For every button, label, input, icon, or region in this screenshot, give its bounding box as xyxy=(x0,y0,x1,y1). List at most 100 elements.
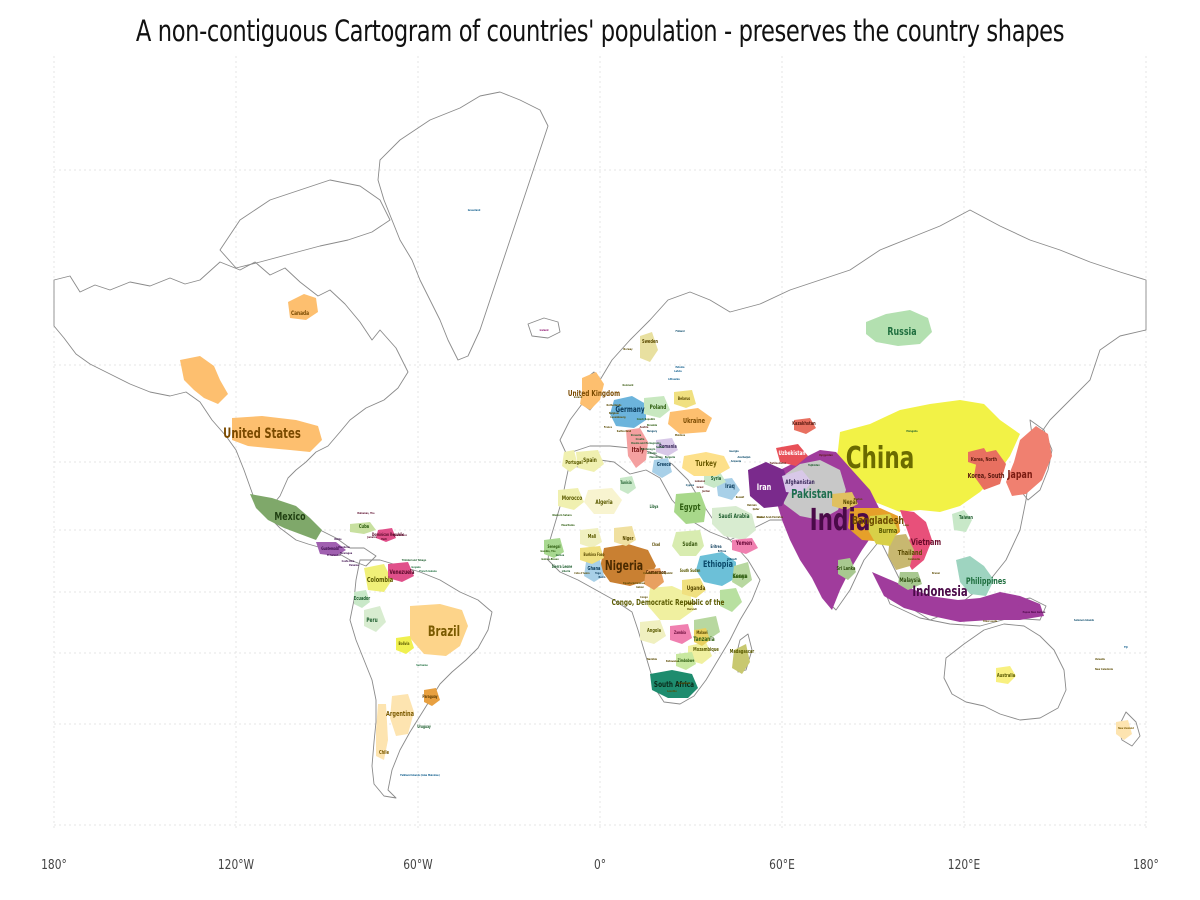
country-shape-sudan[interactable] xyxy=(672,530,704,556)
country-shape-tunisia[interactable] xyxy=(620,476,636,494)
country-label-yemen: Yemen xyxy=(735,540,752,547)
country-shape-cuba[interactable] xyxy=(350,522,376,534)
country-shape-korea-north[interactable] xyxy=(968,448,990,466)
country-shape-burma[interactable] xyxy=(868,514,898,546)
country-label-iran: Iran xyxy=(757,482,772,492)
country-shape-indonesia[interactable] xyxy=(872,572,1044,622)
country-shape-afghanistan[interactable] xyxy=(782,470,812,494)
country-shape-kazakhstan[interactable] xyxy=(794,418,816,434)
country-shape-belarus[interactable] xyxy=(674,390,696,408)
country-shape-iran[interactable] xyxy=(748,462,790,508)
country-label-panama: Panama xyxy=(349,563,359,568)
country-shape-alaska[interactable] xyxy=(180,356,228,404)
country-shape-papua-new-guinea[interactable] xyxy=(1016,602,1042,618)
country-shape-egypt[interactable] xyxy=(674,492,706,524)
country-shape-japan[interactable] xyxy=(1006,426,1052,496)
country-shape-united-kingdom[interactable] xyxy=(580,372,604,410)
country-shape-uganda[interactable] xyxy=(682,578,706,598)
country-label-brunei: Brunei xyxy=(932,571,940,576)
country-label-malaysia: Malaysia xyxy=(899,577,921,584)
country-shape-sri-lanka[interactable] xyxy=(838,558,856,580)
country-shape-sweden[interactable] xyxy=(640,332,658,362)
country-shape-dominican-republic[interactable] xyxy=(376,528,396,542)
country-shape-taiwan[interactable] xyxy=(952,510,972,532)
country-shape-portugal[interactable] xyxy=(562,450,578,472)
country-label-iraq: Iraq xyxy=(725,483,735,490)
country-label-eritrea: Eritrea xyxy=(718,549,726,554)
country-shape-paraguay[interactable] xyxy=(424,688,440,706)
country-shape-new-zealand[interactable] xyxy=(1116,720,1132,740)
country-shape-south-africa[interactable] xyxy=(650,670,698,698)
country-shape-philippines[interactable] xyxy=(956,556,994,596)
country-label-falkland-islands-islas-malvinas: Falkland Islands (Islas Malvinas) xyxy=(400,773,439,778)
country-shape-china[interactable] xyxy=(834,400,1020,512)
country-shape-guatemala[interactable] xyxy=(316,542,346,556)
country-shape-brazil[interactable] xyxy=(410,604,468,656)
country-shape-chile[interactable] xyxy=(376,704,388,760)
country-label-canada: Canada xyxy=(291,310,309,317)
country-shape-ecuador[interactable] xyxy=(354,590,370,608)
country-label-netherlands: Netherlands xyxy=(607,403,622,408)
country-shape-bolivia[interactable] xyxy=(396,636,414,654)
country-shape-saudi-arabia[interactable] xyxy=(712,506,756,540)
country-label-libya: Libya xyxy=(650,505,659,510)
country-label-russia: Russia xyxy=(887,326,916,339)
country-shape-mexico[interactable] xyxy=(250,494,322,540)
country-shape-senegal[interactable] xyxy=(544,538,564,558)
country-shape-argentina[interactable] xyxy=(390,694,414,736)
country-shape-venezuela[interactable] xyxy=(388,562,414,582)
country-shape-burkina-faso[interactable] xyxy=(580,546,604,564)
country-label-mongolia: Mongolia xyxy=(906,429,917,434)
country-shape-malaysia[interactable] xyxy=(898,572,922,590)
country-label-egypt: Egypt xyxy=(680,502,701,512)
country-shape-zambia[interactable] xyxy=(670,624,692,644)
country-shape-canada[interactable] xyxy=(288,294,318,320)
country-shape-nepal[interactable] xyxy=(832,492,858,510)
country-shape-spain[interactable] xyxy=(576,450,604,472)
country-shape-thailand[interactable] xyxy=(888,534,914,570)
country-shape-nigeria[interactable] xyxy=(600,544,656,586)
country-shape-mali[interactable] xyxy=(580,528,602,548)
country-shape-ukraine[interactable] xyxy=(668,408,712,434)
country-shape-uzbekistan[interactable] xyxy=(776,444,808,466)
country-label-paraguay: Paraguay xyxy=(422,695,438,700)
country-label-cuba: Cuba xyxy=(359,523,369,530)
country-label-uganda: Uganda xyxy=(687,585,706,592)
country-shape-ethiopia[interactable] xyxy=(696,552,736,586)
country-shape-angola[interactable] xyxy=(640,620,666,644)
country-shape-malawi[interactable] xyxy=(694,628,710,646)
country-shape-algeria[interactable] xyxy=(584,488,622,514)
x-tick-label: 120°W xyxy=(217,858,255,873)
country-shape-colombia[interactable] xyxy=(364,564,392,592)
country-shape-russia[interactable] xyxy=(866,310,932,346)
country-shape-cameroon[interactable] xyxy=(644,568,664,590)
country-shape-italy[interactable] xyxy=(626,428,648,468)
country-shape-ghana[interactable] xyxy=(584,560,604,582)
country-label-united-kingdom: United Kingdom xyxy=(568,389,620,398)
country-label-swaziland: Swaziland xyxy=(678,681,690,686)
country-label-finland: Finland xyxy=(675,329,684,334)
country-shape-germany[interactable] xyxy=(610,396,646,428)
country-shape-romania[interactable] xyxy=(656,438,678,456)
country-shape-morocco[interactable] xyxy=(558,488,584,510)
country-shape-peru[interactable] xyxy=(364,606,386,632)
country-label-tajikistan: Tajikistan xyxy=(808,463,820,468)
country-label-south-africa: South Africa xyxy=(654,680,694,689)
country-label-laos: Laos xyxy=(903,523,909,528)
country-label-saudi-arabia: Saudi Arabia xyxy=(718,513,749,520)
country-shape-zimbabwe[interactable] xyxy=(676,652,696,670)
country-label-turkey: Turkey xyxy=(695,459,717,468)
country-shape-turkey[interactable] xyxy=(682,452,730,476)
country-shape-niger[interactable] xyxy=(614,526,636,546)
country-shape-madagascar[interactable] xyxy=(732,644,750,674)
country-shape-somalia[interactable] xyxy=(732,562,752,588)
iceland-outline xyxy=(527,317,561,339)
country-label-belarus: Belarus xyxy=(678,397,690,402)
country-shape-united-states[interactable] xyxy=(232,416,322,452)
country-shape-yemen[interactable] xyxy=(732,538,758,554)
country-shape-australia[interactable] xyxy=(996,666,1016,684)
country-shape-greece[interactable] xyxy=(652,458,672,478)
country-shape-congo-dr[interactable] xyxy=(648,586,694,620)
country-shape-kenya[interactable] xyxy=(720,588,742,612)
country-shape-poland[interactable] xyxy=(644,396,670,418)
